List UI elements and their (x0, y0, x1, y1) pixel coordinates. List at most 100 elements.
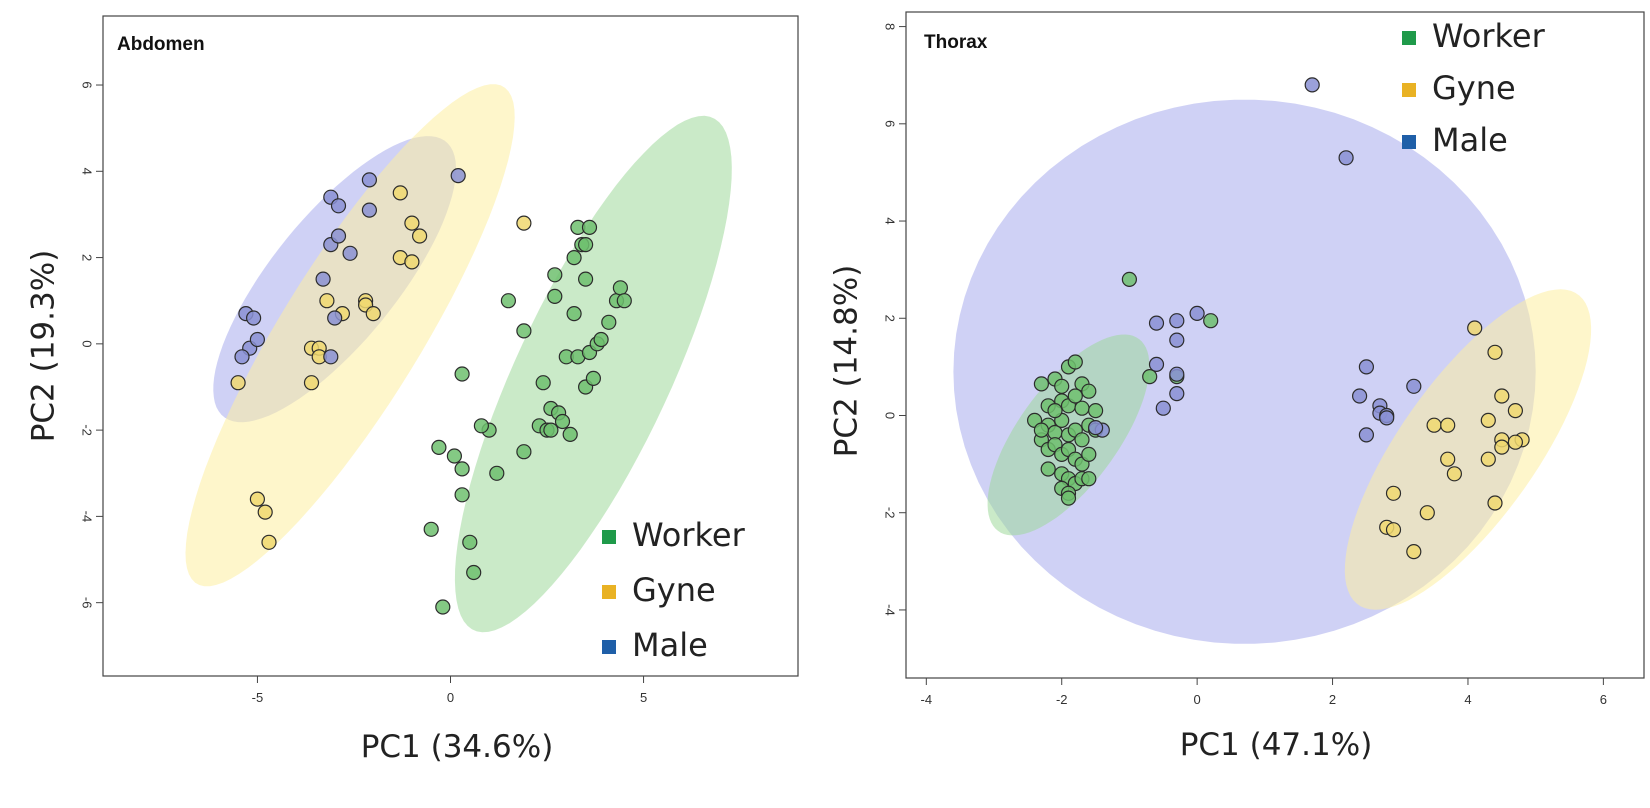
abdomen-point-gyne (249, 491, 265, 507)
thorax-point-worker (1047, 403, 1063, 419)
abdomen-point-male (315, 271, 331, 287)
abdomen-point-worker (500, 293, 516, 309)
abdomen-point-gyne (230, 375, 246, 391)
thorax-xtick-label: -2 (1056, 692, 1068, 707)
abdomen-point-worker (547, 288, 563, 304)
thorax-point-worker (1081, 383, 1097, 399)
thorax-point-worker (1203, 313, 1219, 329)
abdomen-point-worker (543, 422, 559, 438)
thorax-point-worker (1060, 490, 1077, 506)
thorax-point-worker (1121, 271, 1137, 287)
abdomen-point-worker (423, 521, 439, 537)
abdomen-point-male (330, 228, 347, 244)
thorax-point-gyne (1494, 439, 1510, 455)
abdomen-point-worker (562, 426, 578, 442)
thorax-point-male (1358, 427, 1375, 443)
thorax-point-worker (1033, 422, 1049, 438)
thorax-panel-title: Thorax (924, 32, 988, 53)
abdomen-point-worker (554, 413, 571, 430)
thorax-point-worker (1040, 461, 1056, 477)
abdomen-point-male (323, 349, 339, 365)
abdomen-point-worker (601, 314, 617, 330)
thorax-legend-label-male: Male (1432, 121, 1508, 159)
thorax-chart: -4 -2 0 2 4 6 -4 -2 0 2 4 6 8 Thorax PC1 (47.1%) PC2 (1… (829, 11, 1645, 763)
thorax-point-gyne (1467, 320, 1483, 336)
abdomen-chart: -5 0 5 -6 -4 -2 0 2 4 6 Abdomen PC1 (34.6%) PC2 (19.… (26, 15, 799, 765)
abdomen-point-worker (431, 439, 447, 455)
thorax-point-male (1379, 410, 1395, 426)
abdomen-point-male (246, 310, 262, 326)
abdomen-point-gyne (404, 254, 420, 270)
abdomen-point-worker (535, 375, 551, 391)
thorax-point-worker (1088, 403, 1104, 419)
thorax-point-male (1358, 359, 1375, 375)
thorax-xtick-label: 2 (1329, 692, 1336, 707)
abdomen-panel-title: Abdomen (117, 34, 205, 55)
abdomen-point-worker (577, 271, 594, 287)
abdomen-xtick-label: -5 (252, 690, 264, 705)
abdomen-point-gyne (319, 293, 335, 309)
thorax-ytick-label: 0 (883, 412, 898, 419)
thorax-point-worker (1081, 471, 1097, 487)
abdomen-ellipse-gyne (185, 84, 515, 587)
thorax-point-gyne (1419, 505, 1435, 521)
thorax-point-gyne (1440, 451, 1456, 467)
thorax-point-male (1406, 378, 1422, 394)
abdomen-legend-swatch-gyne (602, 585, 616, 599)
abdomen-point-worker (454, 461, 470, 477)
abdomen-point-gyne (404, 215, 420, 231)
thorax-ytick-label: 4 (883, 217, 898, 224)
thorax-point-male (1351, 388, 1368, 404)
abdomen-point-worker (566, 306, 582, 322)
thorax-plot-area (953, 77, 1592, 644)
abdomen-point-worker (566, 250, 582, 266)
thorax-point-male (1148, 315, 1165, 331)
abdomen-point-worker (585, 370, 602, 386)
abdomen-x-axis-label: PC1 (34.6%) (361, 729, 554, 765)
abdomen-ytick-label: -2 (80, 424, 95, 436)
thorax-point-gyne (1480, 412, 1496, 428)
abdomen-point-gyne (257, 504, 273, 520)
thorax-point-gyne (1487, 495, 1503, 511)
abdomen-plot-area (185, 84, 732, 633)
thorax-point-gyne (1406, 543, 1422, 560)
abdomen-point-worker (577, 237, 594, 253)
thorax-point-male (1338, 150, 1354, 166)
thorax-point-male (1189, 305, 1205, 321)
abdomen-point-gyne (303, 375, 320, 391)
abdomen-point-male (327, 310, 343, 326)
abdomen-xtick-label: 5 (640, 690, 647, 705)
abdomen-point-gyne (392, 185, 408, 201)
thorax-point-gyne (1385, 522, 1402, 538)
thorax-point-gyne (1487, 344, 1503, 360)
abdomen-ytick-label: 0 (80, 340, 95, 347)
abdomen-point-worker (446, 448, 462, 464)
abdomen-point-male (330, 198, 347, 214)
thorax-y-axis-label: PC2 (14.8%) (829, 265, 865, 458)
abdomen-point-gyne (412, 228, 428, 244)
thorax-xtick-label: 6 (1600, 692, 1607, 707)
thorax-legend: Worker Gyne Male (1402, 17, 1546, 159)
thorax-point-male (1304, 77, 1320, 93)
abdomen-point-gyne (365, 306, 381, 322)
abdomen-legend-swatch-worker (602, 530, 616, 544)
abdomen-point-worker (454, 366, 470, 382)
thorax-point-male (1169, 313, 1185, 329)
abdomen-point-worker (454, 487, 470, 503)
thorax-panel: -4 -2 0 2 4 6 -4 -2 0 2 4 6 8 Thorax PC1 (47.1%) PC2 (1… (808, 0, 1650, 808)
thorax-xtick-label: 0 (1194, 692, 1201, 707)
abdomen-legend-swatch-male (602, 640, 616, 654)
thorax-point-gyne (1440, 417, 1456, 433)
thorax-point-male (1169, 366, 1185, 382)
thorax-point-worker (1074, 432, 1090, 448)
thorax-legend-label-worker: Worker (1432, 17, 1546, 55)
thorax-point-worker (1142, 369, 1158, 385)
thorax-point-worker (1054, 378, 1070, 394)
thorax-point-gyne (1446, 466, 1463, 482)
abdomen-point-worker (489, 465, 505, 481)
thorax-ytick-label: -2 (883, 507, 898, 519)
abdomen-xtick-label: 0 (447, 690, 454, 705)
thorax-ytick-label: 2 (883, 315, 898, 322)
abdomen-point-male (361, 172, 377, 188)
thorax-point-gyne (1426, 417, 1442, 433)
